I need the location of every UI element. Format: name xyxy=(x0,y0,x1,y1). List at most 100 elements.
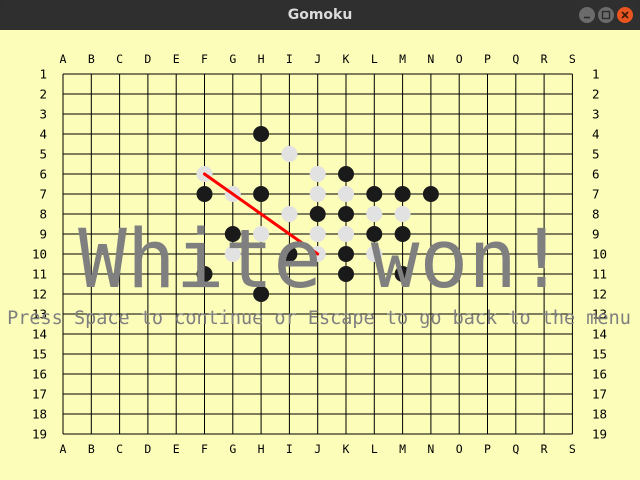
column-label: K xyxy=(343,442,350,456)
stones-layer xyxy=(196,126,439,302)
close-icon xyxy=(621,11,629,19)
row-label: 6 xyxy=(592,167,600,182)
column-label: I xyxy=(286,52,293,66)
row-label: 5 xyxy=(39,147,47,162)
row-label: 7 xyxy=(592,187,600,202)
row-label: 7 xyxy=(39,187,47,202)
column-label: A xyxy=(60,52,67,66)
row-label: 9 xyxy=(592,227,600,242)
row-label: 1 xyxy=(39,67,47,82)
row-label: 10 xyxy=(32,247,47,262)
column-label: O xyxy=(456,442,463,456)
column-labels-bottom: A B C D E F G H I J K L M N O P Q R S xyxy=(60,442,576,456)
black-stone xyxy=(422,186,439,202)
column-label: G xyxy=(229,52,236,66)
white-stone xyxy=(253,226,270,242)
black-stone xyxy=(338,166,354,182)
column-label: K xyxy=(343,52,350,66)
column-label: R xyxy=(541,442,548,456)
row-label: 1 xyxy=(592,67,600,82)
white-stone xyxy=(224,246,241,262)
column-label: I xyxy=(286,442,293,456)
black-stone xyxy=(224,226,241,242)
title-bar[interactable]: Gomoku xyxy=(0,0,640,30)
column-label: O xyxy=(456,52,463,66)
row-label: 14 xyxy=(592,327,607,342)
row-label: 14 xyxy=(32,327,47,342)
column-label: M xyxy=(399,52,406,66)
white-stone xyxy=(366,246,383,262)
black-stone xyxy=(394,226,411,242)
row-label: 13 xyxy=(32,307,47,322)
column-label: R xyxy=(541,52,548,66)
column-label: L xyxy=(371,52,378,66)
row-label: 16 xyxy=(592,367,607,382)
column-label: S xyxy=(569,52,576,66)
black-stone xyxy=(366,186,383,202)
column-label: Q xyxy=(512,52,519,66)
winning-line xyxy=(203,172,320,256)
minimize-button[interactable] xyxy=(579,7,595,23)
row-label: 12 xyxy=(592,287,607,302)
column-labels-top: A B C D E F G H I J K L M N O P Q R S xyxy=(60,52,576,66)
column-label: B xyxy=(88,52,95,66)
column-label: P xyxy=(484,52,491,66)
row-label: 4 xyxy=(39,127,47,142)
row-label: 2 xyxy=(592,87,600,102)
white-stone xyxy=(338,226,354,242)
row-label: 16 xyxy=(32,367,47,382)
row-label: 11 xyxy=(32,267,47,282)
row-label: 2 xyxy=(39,87,47,102)
column-label: G xyxy=(229,442,236,456)
maximize-button[interactable] xyxy=(598,7,614,23)
white-stone xyxy=(338,186,354,202)
row-label: 6 xyxy=(39,167,47,182)
white-stone xyxy=(366,206,383,222)
row-label: 12 xyxy=(32,287,47,302)
column-label: F xyxy=(201,442,208,456)
column-label: S xyxy=(569,442,576,456)
row-label: 17 xyxy=(32,387,47,402)
win-message: White won! xyxy=(78,213,566,307)
column-label: C xyxy=(116,52,123,66)
column-label: Q xyxy=(512,442,519,456)
white-stone xyxy=(309,186,326,202)
winning-line-layer xyxy=(203,172,320,256)
black-stone xyxy=(366,226,383,242)
row-label: 3 xyxy=(592,107,600,122)
row-label: 15 xyxy=(32,347,47,362)
row-label: 19 xyxy=(592,427,607,442)
black-stone xyxy=(338,266,354,282)
row-label: 8 xyxy=(592,207,600,222)
column-label: J xyxy=(314,442,321,456)
column-label: D xyxy=(144,442,151,456)
row-label: 19 xyxy=(32,427,47,442)
black-stone xyxy=(394,186,411,202)
column-label: B xyxy=(88,442,95,456)
continue-hint: Press Space to continue or Escape to go … xyxy=(7,308,631,329)
column-label: D xyxy=(144,52,151,66)
column-label: L xyxy=(371,442,378,456)
row-label: 18 xyxy=(592,407,607,422)
column-label: F xyxy=(201,52,208,66)
column-label: C xyxy=(116,442,123,456)
row-label: 4 xyxy=(592,127,600,142)
row-label: 9 xyxy=(39,227,47,242)
row-label: 18 xyxy=(32,407,47,422)
minimize-icon xyxy=(584,16,590,19)
column-label: N xyxy=(427,442,434,456)
white-stone xyxy=(281,146,298,162)
close-button[interactable] xyxy=(617,7,633,23)
column-label: E xyxy=(173,52,180,66)
black-stone xyxy=(338,246,354,262)
row-label: 17 xyxy=(592,387,607,402)
column-label: N xyxy=(427,52,434,66)
column-label: M xyxy=(399,442,406,456)
column-label: H xyxy=(258,442,265,456)
row-label: 5 xyxy=(592,147,600,162)
black-stone xyxy=(253,186,270,202)
